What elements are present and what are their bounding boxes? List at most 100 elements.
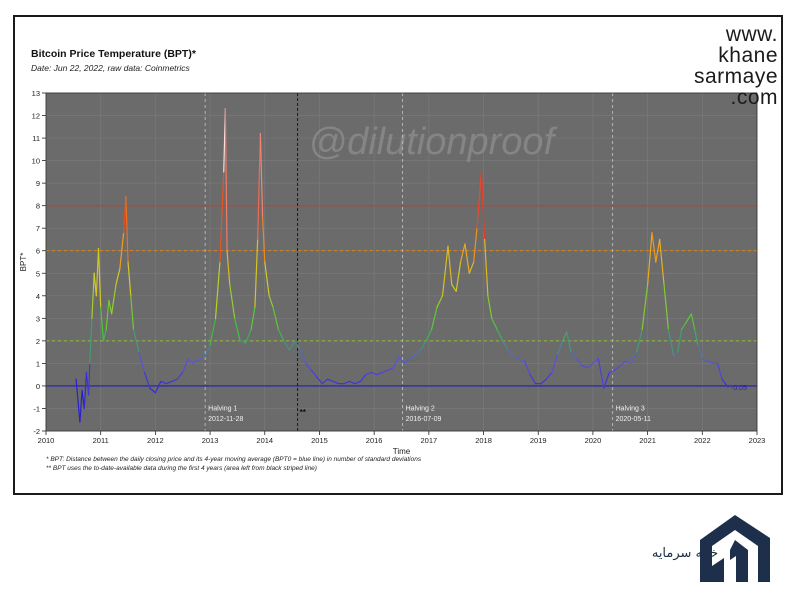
bpt-segment	[100, 306, 105, 342]
bpt-segment	[464, 243, 470, 274]
y-tick-label: -2	[33, 427, 40, 436]
y-tick-label: 12	[32, 112, 40, 121]
bpt-segment	[102, 329, 107, 342]
y-tick-label: 0	[36, 382, 40, 391]
bpt-segment	[138, 351, 146, 374]
bpt-segment	[592, 358, 599, 364]
plot-area	[46, 93, 757, 431]
x-tick-label: 2010	[38, 436, 55, 445]
bpt-segment	[259, 132, 264, 218]
y-tick-label: 1	[36, 359, 40, 368]
bpt-segment	[586, 362, 594, 369]
bpt-segment	[619, 360, 627, 367]
x-tick-label: 2011	[93, 436, 109, 445]
bpt-segment	[294, 340, 301, 351]
bpt-segment	[310, 369, 318, 378]
bpt-segment	[447, 245, 453, 286]
x-tick-label: 2022	[694, 436, 711, 445]
bpt-segment	[551, 353, 558, 374]
bpt-segment	[724, 383, 729, 388]
bpt-segment	[268, 295, 274, 308]
x-tick-label: 2020	[585, 436, 602, 445]
bpt-segment	[149, 387, 156, 394]
last-value-label: -0.05	[731, 385, 747, 392]
halving-label: Halving 3	[616, 406, 645, 413]
bpt-segment	[89, 317, 93, 364]
bpt-segment	[327, 378, 334, 383]
bpt-segment	[254, 238, 259, 308]
bpt-segment	[570, 351, 578, 360]
brand-url: www. khane sarmaye .com	[694, 24, 778, 108]
x-tick-label: 2017	[421, 436, 438, 445]
x-tick-label: 2012	[147, 436, 164, 445]
footnote-2: ** BPT uses the to-date-available data d…	[46, 465, 317, 472]
bpt-segment	[392, 356, 400, 369]
bpt-segment	[219, 171, 225, 263]
bpt-segment	[332, 380, 340, 385]
bpt-segment	[507, 349, 515, 358]
bpt-segment	[614, 365, 621, 371]
bpt-segment	[677, 329, 683, 353]
bpt-segment	[343, 380, 351, 385]
y-tick-label: 7	[36, 224, 40, 233]
bpt-segment	[305, 362, 312, 371]
bpt-segment	[468, 261, 475, 274]
y-axis-label: BPT*	[19, 253, 28, 272]
bpt-segment	[562, 331, 568, 342]
x-tick-label: 2016	[366, 436, 383, 445]
bpt-segment	[387, 367, 394, 371]
brand-line: .com	[730, 86, 778, 109]
bpt-segment	[143, 371, 151, 389]
bpt-segment	[717, 362, 723, 380]
bpt-segment	[277, 329, 285, 342]
bpt-segment	[115, 268, 121, 286]
bpt-segment	[459, 243, 466, 263]
halving-date: 2016-07-09	[406, 416, 442, 423]
bpt-segment	[365, 371, 373, 376]
bpt-segment	[250, 306, 256, 331]
brand-logo: خانه سرمایه	[650, 510, 780, 590]
bpt-segment	[119, 232, 125, 270]
bpt-segment	[721, 378, 726, 385]
bpt-segment	[111, 283, 117, 315]
bpt-segment	[575, 358, 583, 367]
x-tick-label: 2014	[256, 436, 273, 445]
halving-label: Halving 2	[406, 406, 435, 413]
bpt-segment	[171, 378, 178, 383]
halving-date: 2012-11-28	[208, 416, 243, 423]
bpt-segment	[224, 108, 228, 252]
bpt-segment	[545, 371, 553, 380]
bpt-segment	[108, 299, 113, 315]
bpt-segment	[234, 317, 241, 342]
bpt-segment	[487, 295, 493, 319]
bpt-segment	[707, 360, 714, 364]
bpt-segment	[513, 356, 520, 360]
y-tick-label: 5	[36, 269, 40, 278]
bpt-segment	[502, 340, 509, 351]
bpt-segment	[597, 358, 605, 389]
bpt-segment	[132, 329, 140, 353]
x-tick-label: 2021	[639, 436, 656, 445]
watermark: @dilutionproof	[309, 121, 558, 163]
y-tick-label: 11	[32, 134, 40, 143]
bpt-segment	[647, 232, 653, 286]
bpt-segment	[105, 299, 110, 331]
x-tick-label: 2015	[311, 436, 328, 445]
bpt-segment	[130, 295, 135, 331]
bpt-segment	[441, 245, 449, 297]
bpt-segment	[245, 329, 252, 344]
bpt-segment	[473, 227, 478, 263]
bpt-segment	[496, 329, 504, 342]
bpt-segment	[690, 313, 696, 331]
bpt-segment	[370, 371, 378, 376]
bpt-segment	[354, 380, 362, 385]
bpt-segment	[603, 371, 610, 389]
bpt-segment	[272, 306, 280, 331]
bpt-segment	[636, 329, 643, 353]
x-tick-label: 2018	[475, 436, 492, 445]
bpt-segment	[484, 238, 489, 297]
bpt-segment	[321, 378, 329, 385]
plot-border	[45, 92, 758, 432]
x-tick-label: 2019	[530, 436, 547, 445]
